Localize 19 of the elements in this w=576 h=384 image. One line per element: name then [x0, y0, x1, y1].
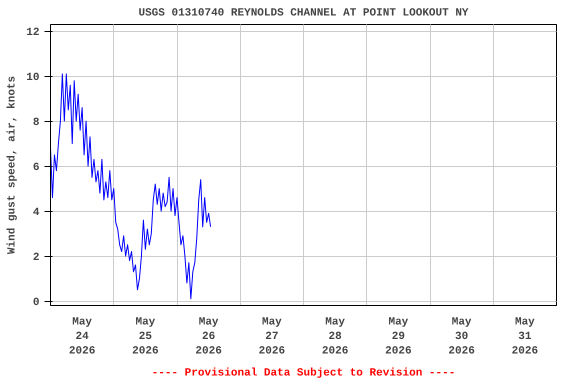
x-tick-label: May 26 2026 — [195, 316, 222, 358]
y-tick-label: 2 — [32, 252, 40, 264]
chart-title: USGS 01310740 REYNOLDS CHANNEL AT POINT LOOKOUT NY — [138, 8, 469, 20]
y-tick-label: 0 — [32, 297, 40, 310]
x-tick-label: May 25 2026 — [132, 316, 159, 358]
y-tick-label: 6 — [32, 162, 40, 174]
y-tick-label: 4 — [32, 207, 40, 220]
y-tick-label: 12 — [26, 27, 40, 40]
x-tick-label: May 28 2026 — [322, 316, 348, 358]
text: ---- Provisional Data Subject to Revision ---- — [152, 368, 456, 380]
x-tick-label: May 24 2026 — [68, 316, 96, 358]
y-tick-label: 8 — [32, 117, 40, 130]
x-tick-label: May 29 2026 — [385, 316, 412, 358]
x-tick-label: May 27 2026 — [258, 316, 286, 358]
line-series — [50, 73, 212, 300]
x-tick-label: May 31 2026 — [512, 316, 538, 358]
y-tick-label: 10 — [26, 72, 40, 84]
y-axis-title: Wind gust speed, air, knots — [6, 76, 18, 254]
x-tick-label: May 30 2026 — [448, 316, 475, 358]
